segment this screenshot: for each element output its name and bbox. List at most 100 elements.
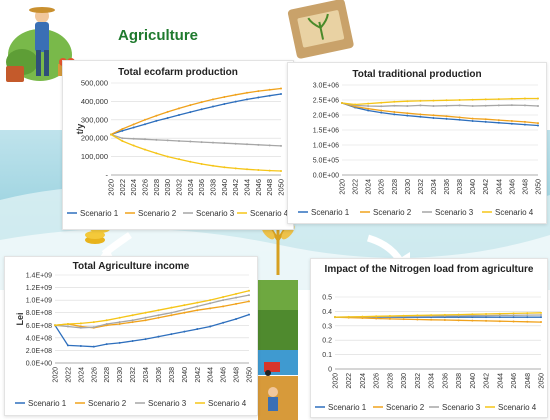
x-tick-label: 2044 [243, 179, 252, 196]
data-point [458, 118, 461, 121]
data-point [170, 333, 173, 336]
x-tick-label: 2032 [418, 179, 425, 195]
data-point [445, 99, 448, 102]
x-tick-label: 2040 [470, 179, 477, 195]
legend-label: Scenario 1 [28, 399, 67, 408]
chart-card-nitrogen: Impact of the Nitrogen load from agricul… [310, 258, 548, 418]
data-point [209, 325, 212, 328]
data-point [445, 117, 448, 120]
data-point [66, 325, 69, 328]
data-point [485, 316, 488, 319]
x-tick-label: 2044 [496, 179, 503, 195]
x-tick-label: 2020 [333, 373, 340, 389]
series-line-1 [54, 313, 250, 348]
data-point [458, 104, 461, 107]
data-point [166, 110, 169, 113]
data-point [118, 321, 121, 324]
x-tick-label: 2032 [415, 373, 422, 389]
data-point [430, 318, 433, 321]
x-tick-label: 2048 [265, 179, 274, 196]
data-point [234, 167, 237, 170]
x-tick-label: 2036 [197, 179, 206, 196]
data-point [523, 104, 526, 107]
x-tick-label: 2038 [457, 179, 464, 195]
data-point [235, 318, 238, 320]
data-point [257, 90, 260, 93]
legend-label: Scenario 3 [148, 399, 187, 408]
data-point [393, 111, 396, 113]
legend-label: Scenario 4 [498, 403, 537, 412]
data-point [485, 314, 488, 317]
data-point [416, 314, 419, 317]
data-point [92, 326, 95, 329]
x-tick-label: 2030 [405, 179, 412, 195]
data-point [200, 162, 203, 165]
data-point [144, 311, 147, 314]
data-point [497, 119, 500, 122]
data-point [498, 312, 501, 315]
y-tick-label: 0.3 [322, 323, 332, 330]
data-point [157, 335, 160, 338]
data-point [526, 314, 529, 317]
y-tick-label: 2.0E+08 [26, 348, 52, 355]
data-point [445, 115, 448, 118]
data-point [393, 113, 396, 116]
data-point [212, 141, 214, 144]
data-point [248, 289, 250, 292]
data-point [200, 108, 203, 111]
data-point [498, 320, 501, 323]
data-point [212, 164, 214, 167]
x-tick-label: 2044 [497, 373, 504, 389]
data-point [354, 103, 357, 106]
x-tick-label: 2020 [53, 367, 60, 383]
data-point [375, 317, 378, 320]
field-strip-icon [258, 280, 298, 420]
y-tick-label: 2.0E+06 [313, 113, 339, 120]
chart-title: Total ecofarm production [118, 67, 238, 78]
legend-label: Scenario 4 [208, 399, 247, 408]
seed-bag-icon [287, 0, 354, 59]
data-point [471, 314, 474, 317]
data-point [280, 87, 282, 90]
x-tick-label: 2032 [130, 367, 137, 383]
data-point [196, 309, 199, 312]
y-tick-label: 1.4E+09 [26, 273, 52, 280]
data-point [144, 118, 146, 121]
data-point [54, 324, 56, 327]
data-point [457, 319, 460, 322]
chart-card-traditional: Total traditional production 0.0E+00 5.0E… [287, 62, 547, 224]
y-tick-label: 0.0E+00 [313, 173, 339, 180]
data-point [222, 296, 225, 298]
data-point [209, 299, 212, 302]
series-line-1 [110, 93, 282, 136]
data-point [121, 128, 124, 130]
data-point [234, 93, 237, 96]
data-point [471, 316, 474, 319]
x-tick-label: 2030 [401, 373, 408, 389]
data-point [537, 105, 539, 107]
data-point [498, 316, 501, 319]
x-tick-label: 2024 [129, 179, 138, 196]
data-point [131, 340, 134, 342]
data-point [246, 91, 248, 94]
x-tick-label: 2026 [141, 179, 150, 196]
chart-income: 0.0E+00 2.0E+08 4.0E+08 6.0E+08 8.0E+08 1.0E+… [15, 273, 254, 408]
x-tick-label: 2022 [346, 373, 353, 389]
data-point [432, 117, 435, 119]
y-tick-label: 5.0E+05 [313, 158, 339, 165]
chart-title: Total Agriculture income [72, 261, 190, 272]
chart-nitrogen: 0 0.1 0.2 0.3 0.4 0.5 2020 2022 2024 2026 2028 2030… [315, 295, 546, 412]
chart-card-ecofarm: Total ecofarm production - 100,000 200,000… [62, 60, 294, 230]
data-point [512, 314, 515, 317]
x-tick-label: 2046 [511, 373, 518, 389]
data-point [432, 99, 435, 102]
chart-ecofarm: - 100,000 200,000 300,000 400,000 500,000 2020… [67, 79, 289, 218]
data-point [157, 316, 160, 319]
data-point [393, 100, 396, 103]
series-line-3 [110, 133, 282, 147]
chart-title: Impact of the Nitrogen load from agricul… [324, 264, 534, 275]
x-tick-label: 2034 [143, 367, 150, 383]
data-point [523, 120, 526, 123]
data-point [170, 311, 173, 314]
legend-label: Scenario 2 [88, 399, 127, 408]
